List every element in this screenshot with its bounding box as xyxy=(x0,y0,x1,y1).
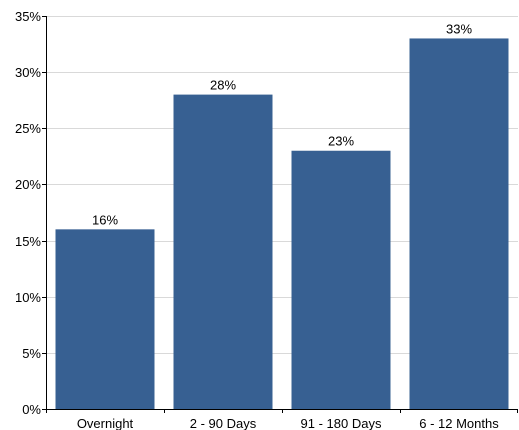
axes xyxy=(42,16,518,413)
data-label: 23% xyxy=(328,134,354,149)
y-tick-label: 0% xyxy=(22,402,41,417)
y-tick-label: 15% xyxy=(15,234,41,249)
bars xyxy=(55,38,509,409)
x-category-label: 91 - 180 Days xyxy=(301,416,382,430)
bar xyxy=(55,229,155,409)
y-tick-label: 20% xyxy=(15,177,41,192)
y-tick-label: 10% xyxy=(15,290,41,305)
bar xyxy=(409,38,509,409)
data-label: 16% xyxy=(92,212,118,227)
x-category-label: 2 - 90 Days xyxy=(190,416,257,430)
bar xyxy=(173,94,273,409)
labels: 0% 5% 10% 15% 20% 25% 30% 35% 16% Overnight 28% 2 -… xyxy=(15,9,499,430)
x-category-label: 6 - 12 Months xyxy=(419,416,499,430)
x-category-label: Overnight xyxy=(77,416,134,430)
y-tick-label: 5% xyxy=(22,346,41,361)
y-tick-label: 35% xyxy=(15,9,41,24)
data-label: 28% xyxy=(210,78,236,93)
bar xyxy=(291,150,391,409)
y-tick-label: 30% xyxy=(15,65,41,80)
data-label: 33% xyxy=(446,21,472,36)
y-tick-label: 25% xyxy=(15,121,41,136)
